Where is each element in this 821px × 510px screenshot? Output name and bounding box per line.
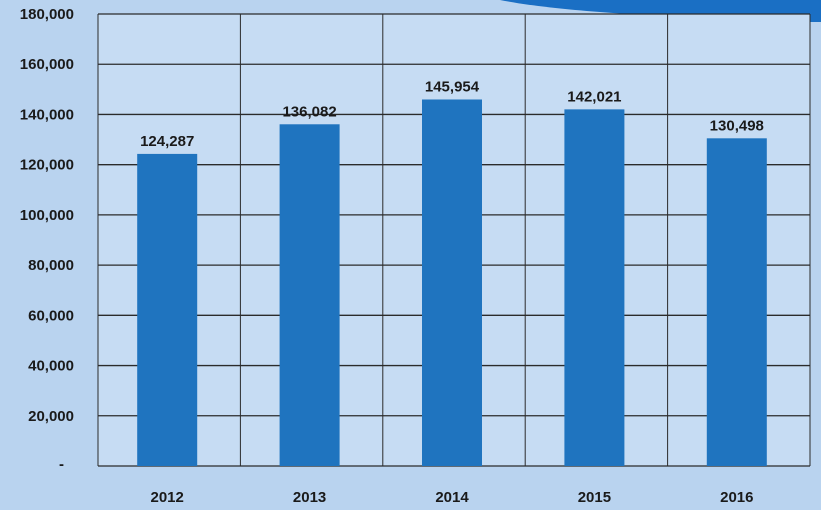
data-label-2016: 130,498 [710,117,764,134]
x-tick-label-2016: 2016 [720,489,753,506]
y-tick-label: 20,000 [28,408,74,425]
bar-2014 [422,99,482,466]
x-axis-tick-labels: 2012 2013 2014 2015 2016 [151,489,754,506]
y-tick-label: - [59,456,64,473]
y-tick-label: 140,000 [20,106,74,123]
x-tick-label-2013: 2013 [293,489,326,506]
y-tick-label: 120,000 [20,157,74,174]
bar-2015 [564,109,625,466]
y-tick-label: 100,000 [20,207,74,224]
x-tick-label-2012: 2012 [151,489,184,506]
x-tick-label-2015: 2015 [578,489,611,506]
y-tick-label: 60,000 [28,307,74,324]
data-label-2014: 145,954 [425,78,480,95]
y-tick-label: 180,000 [20,6,74,23]
data-label-2015: 142,021 [567,88,621,105]
data-label-2013: 136,082 [282,103,336,120]
y-tick-label: 40,000 [28,358,74,375]
y-axis-tick-labels: - 20,000 40,000 60,000 80,000 100,000 120,000 1… [20,6,74,473]
bars-group [137,99,767,467]
data-labels-group: 124,287 136,082 145,954 142,021 130,498 [140,78,764,149]
bar-2016 [706,138,767,466]
data-label-2012: 124,287 [140,133,194,150]
y-tick-label: 80,000 [28,257,74,274]
bar-2013 [279,124,340,467]
x-tick-label-2014: 2014 [435,489,469,506]
bar-2012 [137,153,198,466]
y-tick-label: 160,000 [20,56,74,73]
